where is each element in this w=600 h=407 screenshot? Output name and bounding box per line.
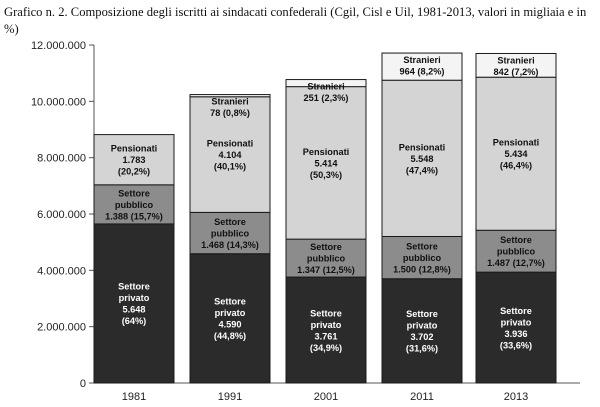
bar-label-stranieri: 251 (2,3%) [304,93,349,103]
y-tick-label: 8.000.000 [37,153,86,165]
bar-label-pensionati: Pensionati [207,139,253,149]
bar-label-privato: 5.648 [123,305,146,315]
bar-label-privato: 4.590 [219,320,242,330]
bar-segment-stranieri [381,52,463,81]
bar-label-stranieri: Stranieri [211,97,248,107]
bar-label-pensionati: 1.783 [123,155,146,165]
bar-label-privato: (33,6%) [500,340,532,350]
bar-label-pubblico: Settore [406,242,438,252]
y-tick-label: 2.000.000 [37,322,86,334]
bar-label-privato: Settore [500,306,532,316]
y-tick-label: 0 [80,378,86,390]
bar-label-pubblico: 1.500 (12,8%) [393,265,451,275]
bar-label-pensionati: 5.434 [505,149,529,159]
bar-label-pensionati: 5.548 [411,154,434,164]
bar-label-pubblico: 1.347 (12,5%) [297,265,355,275]
bar-label-pensionati: (46,4%) [500,161,532,171]
bar-label-stranieri: 842 (7,2%) [494,67,539,77]
bar-segment-stranieri [285,79,367,88]
bar-label-privato: privato [311,320,342,330]
bar-segment-pensionati [381,79,463,237]
bar-label-privato: privato [501,317,532,327]
bar-label-stranieri: Stranieri [403,55,440,65]
bar-segment-stranieri [475,52,557,78]
bar-label-pensionati: 5.414 [315,158,339,168]
x-tick-label: 2011 [410,391,434,403]
bar-label-privato: (31,6%) [406,344,438,354]
bar-label-privato: 3.761 [315,331,338,341]
bar-label-privato: Settore [214,297,246,307]
bar-label-pubblico: pubblico [497,247,536,257]
bar-segment-pubblico [285,238,367,278]
bar-label-privato: (34,9%) [310,343,342,353]
bar-label-pensionati: (20,2%) [118,167,150,177]
bar-label-pubblico: Settore [310,242,342,252]
y-tick-label: 10.000.000 [31,96,86,108]
x-tick-label: 1981 [122,391,146,403]
bar-label-pubblico: 1.388 (15,7%) [105,211,163,221]
bar-segment-privato [93,223,175,384]
bar-label-privato: privato [407,321,438,331]
bar-label-privato: (64%) [122,316,147,326]
bar-segment-pensionati [285,86,367,240]
bar-label-stranieri: Stranieri [307,82,344,92]
bar-label-privato: Settore [406,309,438,319]
bar-label-pensionati: Pensionati [303,147,349,157]
bar-label-pensionati: Pensionati [111,144,157,154]
bar-label-pensionati: Pensionati [399,142,445,152]
bar-segment-pubblico [93,184,175,225]
bar-label-pensionati: (47,4%) [406,165,438,175]
bar-segment-privato [189,253,271,384]
x-tick-label: 2001 [314,391,338,403]
bar-label-pubblico: pubblico [307,254,346,264]
bar-label-pubblico: Settore [118,188,150,198]
bar-label-privato: Settore [118,282,150,292]
y-tick-label: 12.000.000 [31,40,86,52]
bar-label-pubblico: Settore [500,235,532,245]
bar-label-pubblico: 1.468 (14,3%) [201,240,259,250]
bar-label-pensionati: (50,3%) [310,170,342,180]
bar-label-pubblico: pubblico [403,253,442,263]
y-tick-label: 4.000.000 [37,265,86,277]
bar-segment-pensionati [93,134,175,186]
x-tick-label: 1991 [218,391,242,403]
bar-label-privato: Settore [310,308,342,318]
bar-label-privato: 3.936 [505,329,528,339]
x-tick-label: 2013 [504,391,528,403]
bar-label-pensionati: 4.104 [219,150,243,160]
bar-segment-privato [381,278,463,384]
bar-label-pensionati: (40,1%) [214,162,246,172]
bar-label-privato: 3.702 [411,332,434,342]
bar-segment-pensionati [189,96,271,213]
bar-label-privato: (44,8%) [214,331,246,341]
bar-segment-pubblico [189,211,271,255]
bar-segment-pubblico [381,235,463,280]
bar-segment-pubblico [475,229,557,273]
bar-label-privato: privato [215,308,246,318]
bar-label-pubblico: pubblico [211,229,250,239]
bar-label-stranieri: 964 (8,2%) [400,67,445,77]
bar-segment-stranieri [189,94,271,98]
bar-label-pubblico: Settore [214,217,246,227]
bar-segment-privato [475,271,557,384]
bar-label-stranieri: Stranieri [497,55,534,65]
bar-segment-pensionati [475,76,557,231]
bar-label-stranieri: 78 (0,8%) [210,108,250,118]
bar-label-pensionati: Pensionati [493,138,539,148]
y-tick-label: 6.000.000 [37,209,86,221]
bar-label-privato: privato [119,293,150,303]
bar-label-pubblico: pubblico [115,200,154,210]
chart-title: Grafico n. 2. Composizione degli iscritt… [4,5,587,36]
bar-label-pubblico: 1.487 (12,7%) [487,258,545,268]
bar-segment-privato [285,276,367,384]
